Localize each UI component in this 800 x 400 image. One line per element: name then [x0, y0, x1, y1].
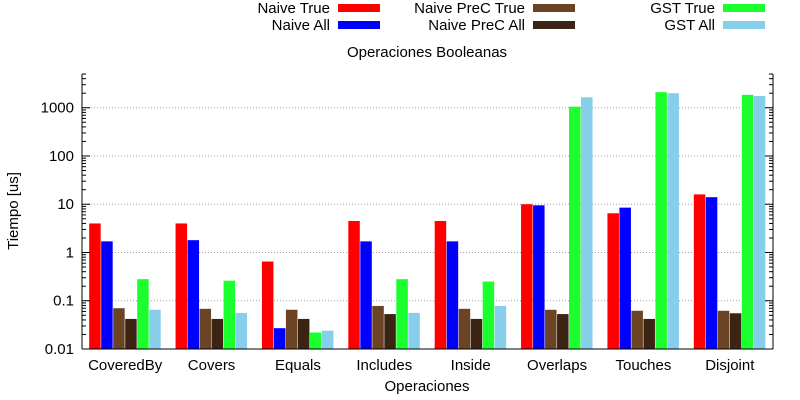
bar [482, 281, 495, 349]
bar [458, 308, 471, 349]
bar [199, 308, 212, 349]
bar [545, 309, 557, 349]
bar [235, 312, 248, 349]
bar [321, 330, 334, 349]
grid-lines [82, 107, 773, 302]
bar [360, 241, 372, 349]
bar [581, 97, 593, 349]
bar [137, 279, 149, 349]
bar [101, 241, 113, 349]
bar [667, 93, 679, 349]
bar [729, 313, 742, 349]
axes [81, 73, 774, 350]
y-tick-label: 0.01 [45, 341, 74, 358]
legend-swatch [723, 21, 765, 29]
x-axis-title: Operaciones [384, 378, 469, 395]
bar [655, 92, 667, 349]
bar [607, 213, 619, 349]
y-tick-label: 10 [57, 196, 74, 213]
bar [717, 310, 730, 349]
x-tick-label: Disjoint [705, 357, 755, 374]
bar [187, 240, 200, 349]
bar [211, 318, 224, 349]
bar [125, 318, 137, 349]
x-tick-label: Covers [188, 357, 236, 374]
bar [521, 204, 533, 349]
bar [261, 261, 274, 349]
y-tick-labels: 0.01 0.1 1 10 100 1000 [41, 100, 74, 358]
bar [113, 308, 125, 349]
x-tick-label: Touches [616, 357, 672, 374]
bar [643, 318, 655, 349]
y-axis-title: Tiempo [us] [5, 172, 22, 250]
bar [494, 305, 507, 349]
legend-label: GST All [664, 17, 715, 34]
legend-swatch [338, 4, 380, 12]
bar [569, 106, 581, 349]
bar [753, 96, 766, 349]
bar [285, 309, 298, 349]
bar [396, 279, 408, 349]
legend-swatch [533, 4, 575, 12]
x-tick-label: Equals [275, 357, 321, 374]
bar [384, 314, 396, 349]
bar [175, 223, 188, 349]
bar [533, 205, 545, 349]
legend-label: GST True [650, 0, 715, 17]
x-tick-labels: CoveredBy Covers Equals Includes Inside Overl… [88, 357, 755, 374]
legend-swatch [338, 21, 380, 29]
bar [705, 197, 718, 349]
bar [149, 309, 161, 349]
x-tick-label: Inside [451, 357, 491, 374]
bar [348, 220, 360, 349]
bar [273, 328, 286, 349]
legend-label: Naive PreC All [428, 17, 525, 34]
bar [408, 312, 420, 349]
y-tick-label: 1 [66, 244, 74, 261]
bar [309, 332, 322, 349]
bar [741, 94, 754, 349]
y-tick-label: 1000 [41, 100, 74, 117]
legend-label: Naive True [257, 0, 330, 17]
bar [557, 314, 569, 349]
chart-title: Operaciones Booleanas [347, 44, 507, 61]
bars [89, 92, 766, 349]
legend-swatch [533, 21, 575, 29]
bar [223, 280, 236, 349]
bar [297, 318, 310, 349]
bar [89, 223, 101, 349]
x-tick-label: CoveredBy [88, 357, 163, 374]
bar [693, 194, 706, 349]
bar [470, 318, 483, 349]
legend-swatch [723, 4, 765, 12]
x-tick-label: Overlaps [527, 357, 587, 374]
x-tick-label: Includes [356, 357, 412, 374]
legend-label: Naive All [272, 17, 330, 34]
bar [631, 310, 643, 349]
bar [372, 305, 384, 349]
bar [434, 220, 447, 349]
bar [619, 207, 631, 349]
y-tick-label: 0.1 [53, 293, 74, 310]
legend-label: Naive PreC True [414, 0, 525, 17]
bar [446, 241, 459, 349]
y-tick-label: 100 [49, 148, 74, 165]
